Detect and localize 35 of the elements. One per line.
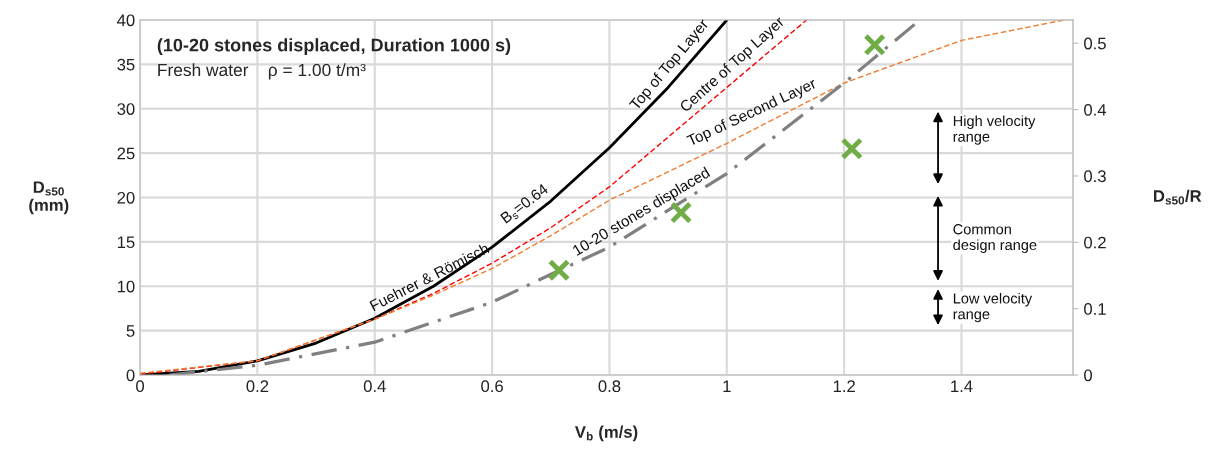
y-tick-label: 15 xyxy=(117,236,135,249)
point xyxy=(863,33,886,57)
annotation: High velocity range xyxy=(953,115,1036,145)
x-tick-label: 0.4 xyxy=(363,380,386,393)
y-tick-label: 25 xyxy=(117,147,135,160)
annotation: Low velocity range xyxy=(953,292,1033,323)
y-tick-label: 30 xyxy=(117,103,135,115)
y2-axis-title: D$_{s50}$/R xyxy=(1154,189,1202,205)
y2-tick-label: 0 xyxy=(1084,369,1093,382)
point xyxy=(547,259,571,282)
x-tick-label: 0.6 xyxy=(481,380,503,393)
y2-tick-label: 0.5 xyxy=(1084,37,1106,50)
y2-tick-label: 0.4 xyxy=(1084,103,1107,116)
x-tick-label: 1.4 xyxy=(951,380,973,392)
y-tick-label: 40 xyxy=(117,14,135,27)
x-tick-label: 1 xyxy=(723,380,731,392)
annotation: B$_{s}$=0.64 xyxy=(500,183,551,226)
point xyxy=(840,137,863,160)
text: (10-20 stones displaced, Duration 1000 s) xyxy=(157,38,511,56)
y-axis-title: D$_{s50}$ (mm) xyxy=(29,181,69,215)
y-tick-label: 20 xyxy=(117,191,135,204)
x-axis-title: V$_{b}$ (m/s) xyxy=(574,425,638,442)
y2-tick-label: 0.2 xyxy=(1084,236,1106,249)
y2-tick-label: 0.3 xyxy=(1084,170,1106,183)
y-tick-label: 5 xyxy=(126,325,135,337)
y-tick-label: 10 xyxy=(117,280,135,293)
x-tick-label: 0 xyxy=(136,380,145,393)
x-tick-label: 1.2 xyxy=(833,380,855,392)
y-tick-label: 0 xyxy=(126,369,135,382)
annotation: Common design range xyxy=(953,224,1037,253)
text: Fresh water ρ = 1.00 t/m³ xyxy=(158,63,366,80)
x-tick-label: 0.8 xyxy=(598,380,621,393)
x-tick-label: 0.2 xyxy=(246,380,269,393)
y-tick-label: 35 xyxy=(117,58,135,71)
y2-tick-label: 0.1 xyxy=(1084,303,1106,315)
